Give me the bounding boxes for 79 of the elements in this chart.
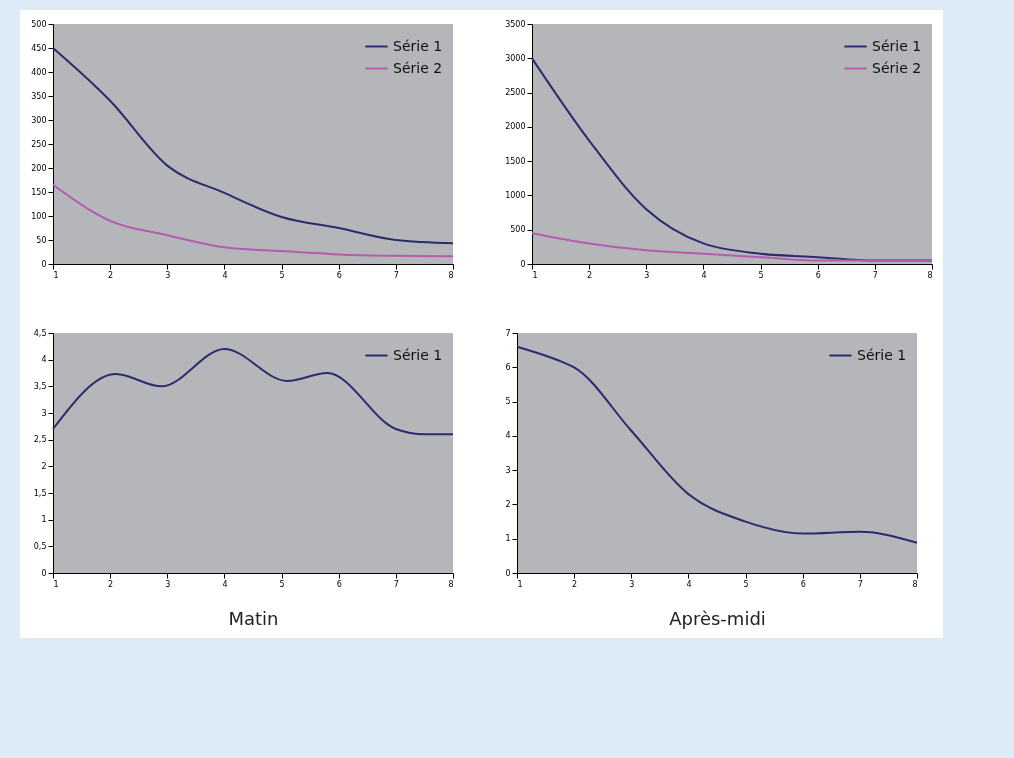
x-tick-label: 2 bbox=[108, 579, 114, 589]
legend-label: Série 1 bbox=[393, 37, 443, 54]
x-tick-label: 1 bbox=[532, 270, 538, 280]
legend-label: Série 1 bbox=[857, 346, 907, 363]
x-tick-label: 7 bbox=[393, 270, 399, 280]
y-tick-label: 150 bbox=[31, 187, 47, 197]
legend-label: Série 2 bbox=[872, 59, 922, 76]
x-tick-label: 4 bbox=[701, 270, 707, 280]
line-series bbox=[52, 348, 454, 436]
y-tick-label: 0,5 bbox=[33, 541, 47, 551]
y-tick-label: 7 bbox=[505, 328, 511, 338]
y-tick-label: 1 bbox=[505, 534, 511, 544]
x-tick-label: 6 bbox=[800, 579, 806, 589]
x-tick-label: 6 bbox=[815, 270, 821, 280]
y-tick-label: 1,5 bbox=[33, 488, 47, 498]
y-tick-label: 200 bbox=[31, 163, 47, 173]
x-tick-label: 8 bbox=[448, 270, 454, 280]
x-tick-label: 8 bbox=[448, 579, 454, 589]
y-tick-label: 50 bbox=[36, 235, 47, 245]
legend-label: Série 2 bbox=[393, 59, 443, 76]
x-tick-label: 5 bbox=[279, 579, 285, 589]
y-tick-label: 2 bbox=[505, 499, 511, 509]
y-tick-label: 1 bbox=[41, 515, 47, 525]
y-tick-label: 1500 bbox=[505, 156, 526, 166]
y-tick-label: 3000 bbox=[505, 53, 526, 63]
x-tick-label: 5 bbox=[758, 270, 764, 280]
x-tick-label: 7 bbox=[872, 270, 878, 280]
line-series bbox=[52, 183, 454, 258]
line-series bbox=[516, 345, 918, 544]
legend-label: Série 1 bbox=[393, 346, 443, 363]
x-tick-label: 7 bbox=[393, 579, 399, 589]
x-tick-label: 3 bbox=[644, 270, 650, 280]
y-tick-label: 1000 bbox=[505, 190, 526, 200]
x-tick-label: 5 bbox=[279, 270, 285, 280]
y-tick-label: 4 bbox=[505, 431, 511, 441]
x-tick-label: 8 bbox=[912, 579, 918, 589]
y-tick-label: 350 bbox=[31, 91, 47, 101]
y-tick-label: 450 bbox=[31, 43, 47, 53]
y-tick-label: 2,5 bbox=[33, 435, 47, 445]
y-tick-label: 0 bbox=[41, 259, 47, 269]
x-tick-label: 3 bbox=[165, 579, 171, 589]
x-tick-label: 6 bbox=[336, 270, 342, 280]
x-tick-label: 2 bbox=[587, 270, 593, 280]
y-tick-label: 500 bbox=[31, 19, 47, 29]
x-tick-label: 4 bbox=[222, 579, 228, 589]
x-axis-title: Après-midi bbox=[669, 607, 766, 629]
y-tick-label: 5 bbox=[505, 397, 511, 407]
y-tick-label: 4,5 bbox=[33, 328, 47, 338]
y-tick-label: 0 bbox=[505, 568, 511, 578]
y-tick-label: 2 bbox=[41, 461, 47, 471]
y-tick-label: 250 bbox=[31, 139, 47, 149]
y-tick-label: 2500 bbox=[505, 88, 526, 98]
y-tick-label: 300 bbox=[31, 115, 47, 125]
x-tick-label: 4 bbox=[222, 270, 228, 280]
y-tick-label: 3,5 bbox=[33, 381, 47, 391]
y-tick-label: 4 bbox=[41, 355, 47, 365]
y-tick-label: 3 bbox=[41, 408, 47, 418]
legend-label: Série 1 bbox=[872, 37, 922, 54]
x-tick-label: 8 bbox=[927, 270, 933, 280]
y-tick-label: 3500 bbox=[505, 19, 526, 29]
y-tick-label: 0 bbox=[41, 568, 47, 578]
x-tick-label: 5 bbox=[743, 579, 749, 589]
x-tick-label: 1 bbox=[53, 270, 59, 280]
y-tick-label: 3 bbox=[505, 465, 511, 475]
y-tick-label: 100 bbox=[31, 211, 47, 221]
y-tick-label: 500 bbox=[510, 225, 526, 235]
x-tick-label: 1 bbox=[53, 579, 59, 589]
x-tick-label: 6 bbox=[336, 579, 342, 589]
x-tick-label: 3 bbox=[165, 270, 171, 280]
x-tick-label: 4 bbox=[686, 579, 692, 589]
x-tick-label: 2 bbox=[108, 270, 114, 280]
x-tick-label: 3 bbox=[629, 579, 635, 589]
y-tick-label: 0 bbox=[520, 259, 526, 269]
y-tick-label: 2000 bbox=[505, 122, 526, 132]
y-tick-label: 6 bbox=[505, 362, 511, 372]
x-tick-label: 2 bbox=[572, 579, 578, 589]
x-axis-title: Matin bbox=[228, 607, 279, 629]
y-tick-label: 400 bbox=[31, 67, 47, 77]
x-tick-label: 7 bbox=[857, 579, 863, 589]
